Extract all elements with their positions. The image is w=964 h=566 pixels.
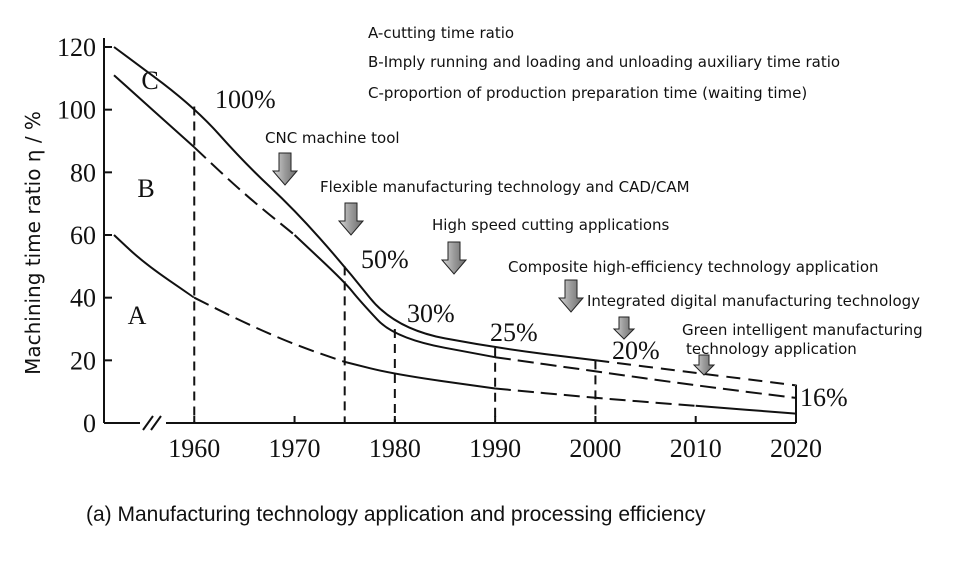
legend: A-cutting time ratio B-Imply running and… [368,24,840,102]
milestone-cnc: CNC machine tool [265,129,400,147]
percent-label-20: 20% [612,336,660,365]
region-label-c: C [141,66,158,95]
x-tick-label: 1990 [469,434,521,463]
series-lines [113,46,798,415]
series-line-c [595,359,798,387]
x-tick-label: 1960 [168,434,220,463]
series-line-b [293,234,497,359]
y-tick-label: 60 [70,221,96,250]
percent-label-25: 25% [490,318,538,347]
milestone-arrows [271,152,716,376]
legend-item-b: B-Imply running and loading and unloadin… [368,53,840,71]
milestone-high-speed-cutting: High speed cutting applications [432,216,670,234]
y-tick-label: 100 [57,96,96,125]
series-line-a [113,234,196,299]
machining-time-chart: 0 20 40 60 80 100 120 1960 1970 1980 1990 2000 2010… [21,24,923,463]
percent-label-50: 50% [361,245,409,274]
series-line-b [193,146,296,236]
x-tick-label: 2020 [770,434,822,463]
x-tick-label: 1970 [269,434,321,463]
arrow-down-icon [337,202,365,236]
arrow-down-icon [692,354,716,376]
milestone-annotations: CNC machine tool Flexible manufacturing … [265,129,923,358]
series-line-a [495,387,697,407]
percent-label-30: 30% [407,299,455,328]
y-tick-label: 20 [70,346,96,375]
axis-break-mark [140,415,166,431]
series-line-a [695,404,798,415]
milestone-green-intelligent-line2: technology application [686,340,857,358]
milestone-fms-cadcam: Flexible manufacturing technology and CA… [320,178,690,196]
x-tick-label: 2010 [670,434,722,463]
x-tick-label: 2000 [569,434,621,463]
milestone-composite: Composite high-efficiency technology app… [508,258,879,276]
x-tick-label: 1980 [369,434,421,463]
x-axis-ticks: 1960 1970 1980 1990 2000 2010 2020 [168,416,822,463]
arrow-down-icon [271,152,299,186]
y-tick-label: 40 [70,284,96,313]
y-tick-label: 80 [70,158,96,187]
milestone-digital-manufacturing: Integrated digital manufacturing technol… [587,292,920,310]
year-guide-lines [193,106,797,423]
legend-item-a: A-cutting time ratio [368,24,514,42]
series-line-b [494,356,798,399]
percent-label-16: 16% [800,383,848,412]
y-axis-ticks: 0 20 40 60 80 100 120 [57,33,112,438]
region-label-b: B [137,174,154,203]
arrow-down-icon [440,241,468,275]
arrow-down-icon [612,316,636,340]
milestone-green-intelligent: Green intelligent manufacturing [682,321,923,339]
legend-item-c: C-proportion of production preparation t… [368,84,807,102]
series-line-a [193,296,346,363]
y-tick-label: 120 [57,33,96,62]
region-label-a: A [128,301,147,330]
arrow-down-icon [557,279,585,313]
percent-label-100: 100% [215,85,276,114]
series-line-a [344,360,497,390]
y-tick-label: 0 [83,409,96,438]
figure-caption: (a) Manufacturing technology application… [86,503,706,526]
y-axis-label: Machining time ratio η / % [21,111,45,375]
series-line-b [113,74,196,149]
series-line-c [113,46,597,362]
